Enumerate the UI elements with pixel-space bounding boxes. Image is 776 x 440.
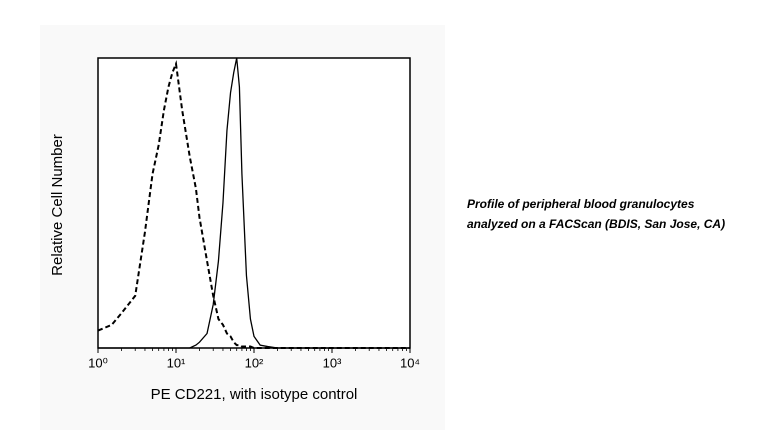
x-tick-label: 10⁰ [88, 355, 108, 370]
x-tick-label: 10³ [323, 355, 342, 370]
x-axis-label: PE CD221, with isotype control [151, 386, 358, 403]
y-axis-label: Relative Cell Number [49, 134, 66, 276]
x-tick-label: 10⁴ [400, 355, 420, 370]
histogram-line [98, 57, 410, 349]
x-tick-label: 10² [245, 355, 264, 370]
x-tick-label: 10¹ [167, 355, 186, 370]
caption-line: analyzed on a FACScan (BDIS, San Jose, C… [467, 217, 725, 231]
plot-frame [97, 57, 411, 349]
caption-line: Profile of peripheral blood granulocytes [467, 197, 695, 211]
